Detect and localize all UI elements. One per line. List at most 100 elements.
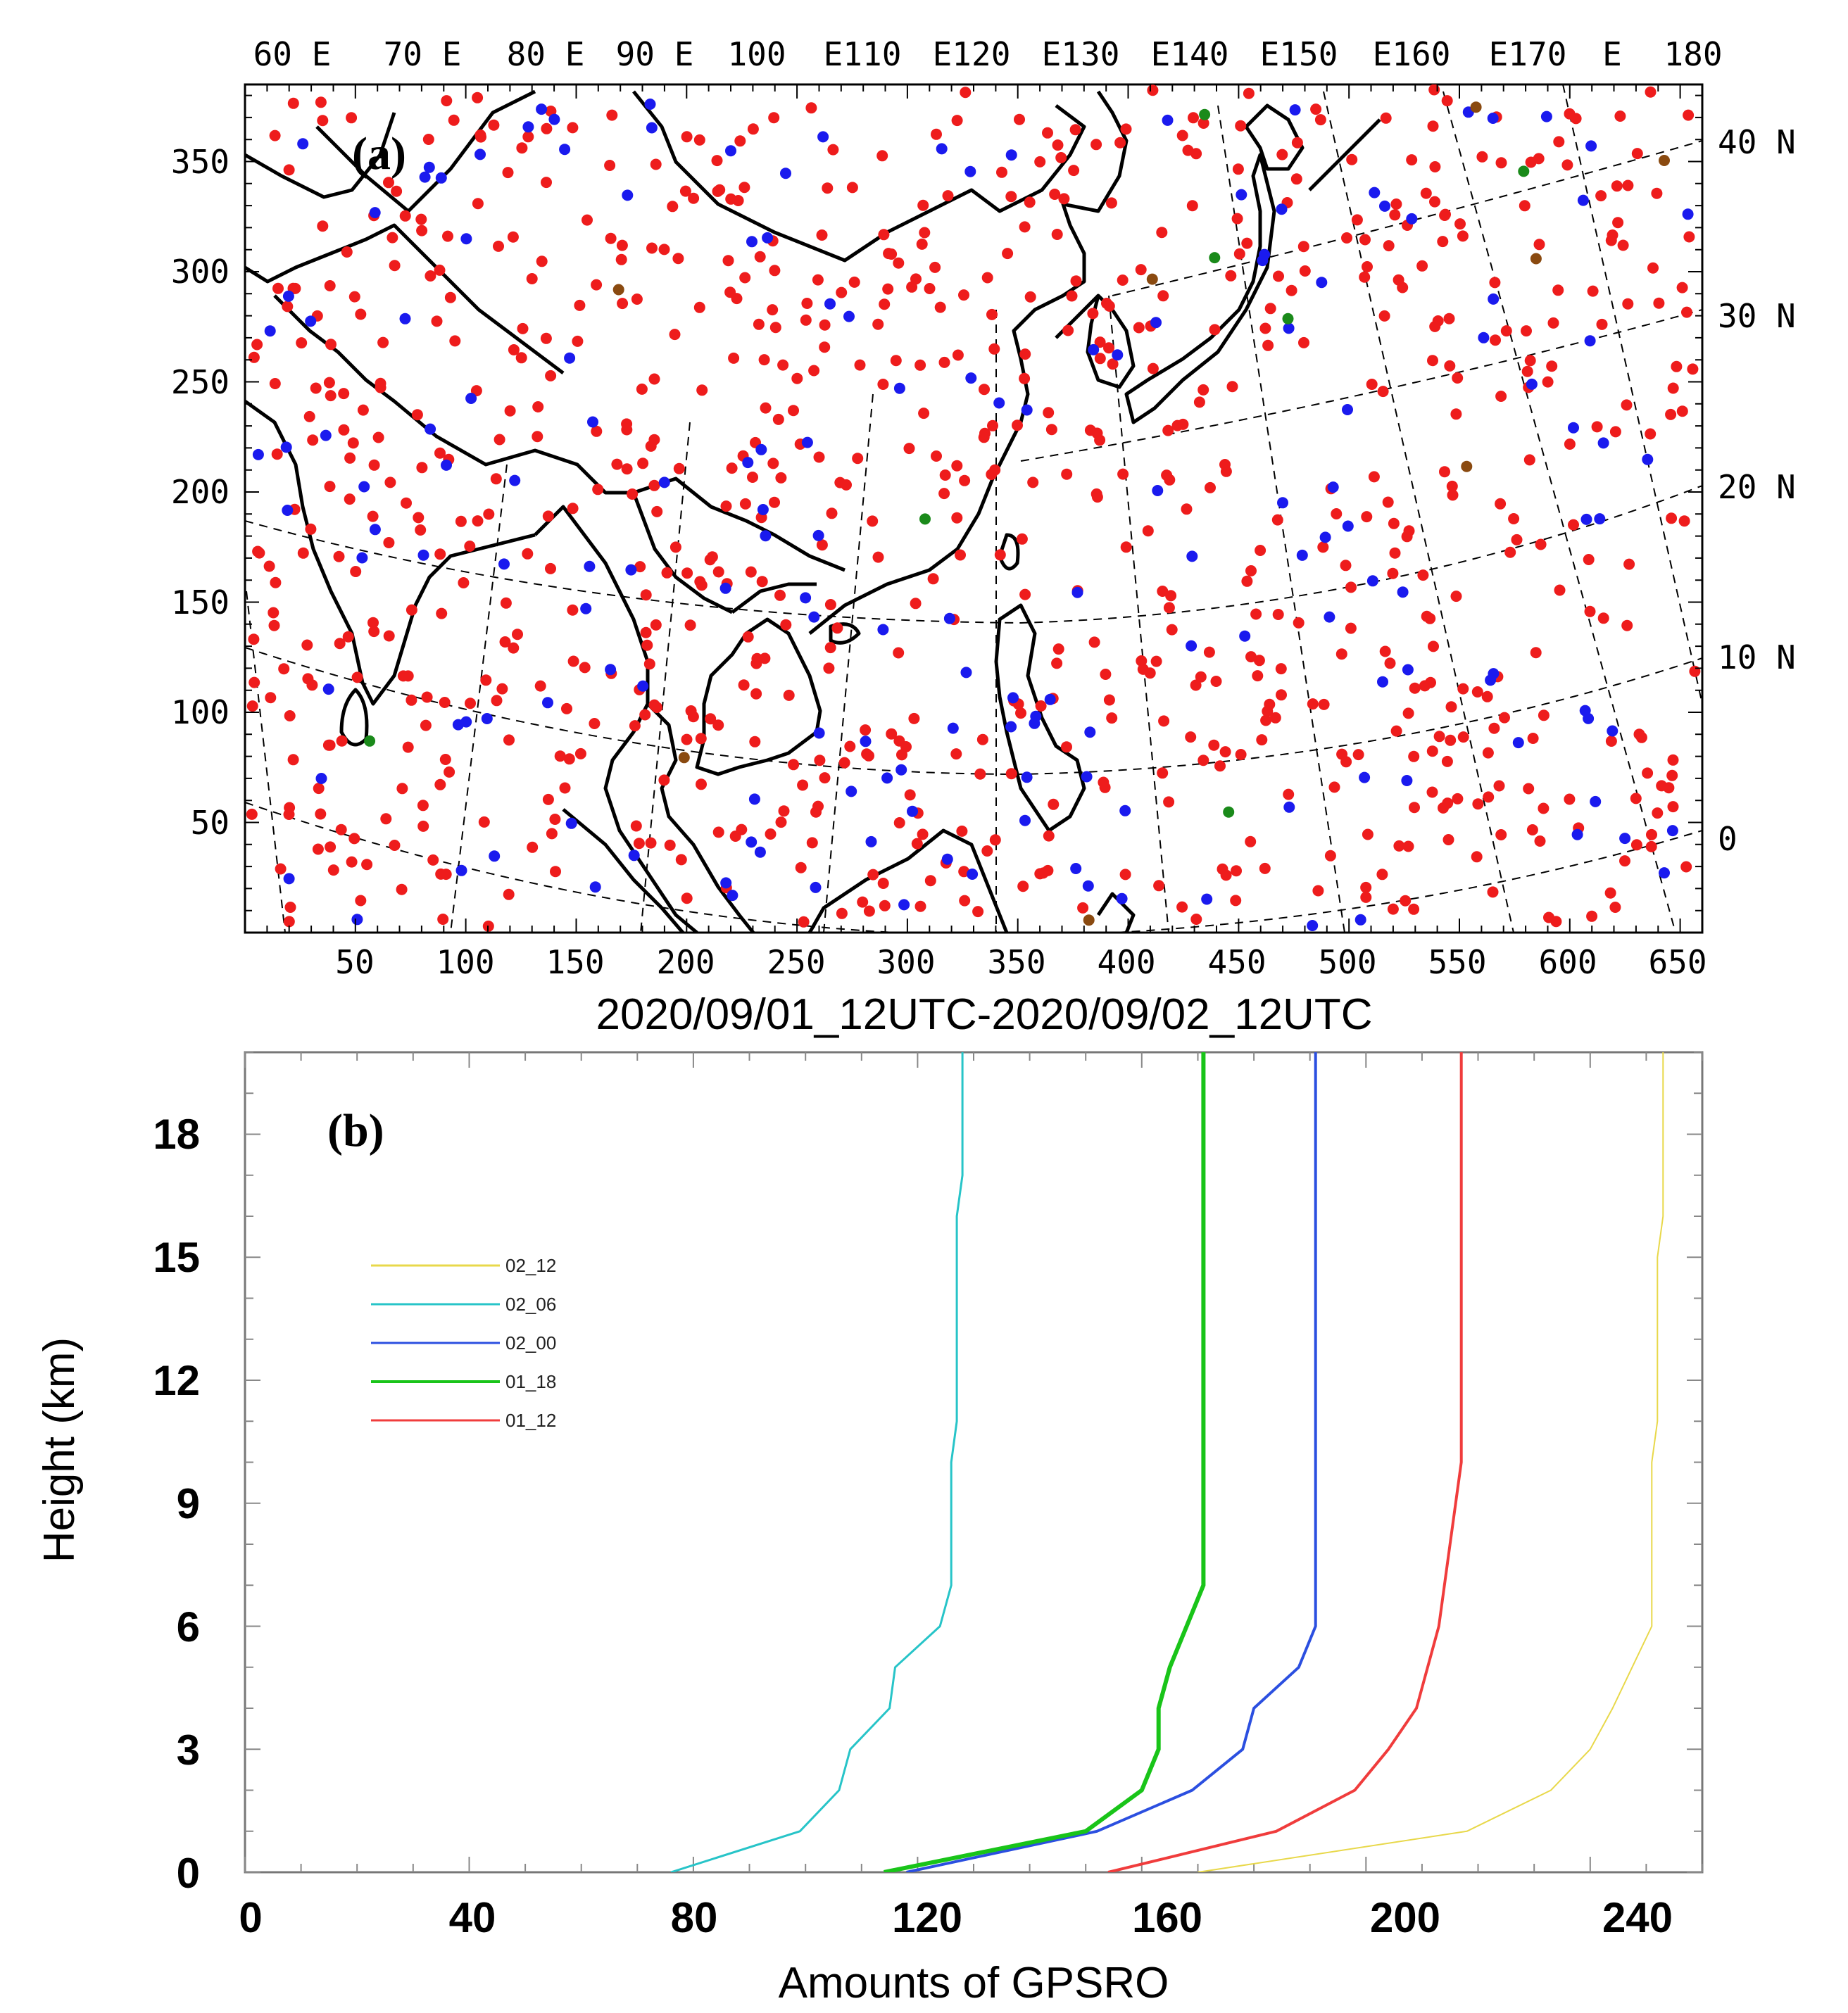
observation-dot-01_12 bbox=[493, 240, 504, 252]
observation-dot-01_12 bbox=[1534, 835, 1546, 847]
observation-dot-01_12 bbox=[810, 806, 822, 818]
observation-dot-01_12 bbox=[1181, 503, 1193, 515]
observation-dot-01_12 bbox=[738, 182, 750, 194]
legend-label: 02_12 bbox=[505, 1255, 556, 1276]
observation-dot-01_12 bbox=[650, 158, 662, 170]
observation-dot-01_12 bbox=[396, 883, 408, 895]
observation-dot-01_12 bbox=[952, 349, 964, 361]
observation-dot-01_12 bbox=[1587, 285, 1599, 297]
legend: 02_12 02_06 02_00 01_18 01_12 bbox=[371, 1255, 556, 1431]
observation-dot-01_12 bbox=[1646, 828, 1657, 840]
observation-dot-02_00 bbox=[808, 611, 820, 623]
observation-dot-01_12 bbox=[805, 102, 817, 114]
observation-dot-01_12 bbox=[1019, 372, 1031, 384]
observation-dot-01_12 bbox=[1406, 154, 1418, 166]
observation-dot-02_00 bbox=[1594, 513, 1606, 525]
observation-dot-01_12 bbox=[1663, 782, 1675, 794]
observation-dot-01_12 bbox=[648, 479, 660, 491]
observation-dot-01_12 bbox=[1243, 87, 1255, 99]
observation-dot-01_12 bbox=[1098, 776, 1110, 788]
observation-dot-01_12 bbox=[1198, 118, 1209, 129]
observation-dot-01_12 bbox=[712, 826, 724, 838]
observation-dot-01_12 bbox=[1043, 830, 1055, 842]
observation-dot-01_12 bbox=[1217, 863, 1228, 875]
observation-dot-01_12 bbox=[1051, 657, 1063, 669]
observation-dot-01_12 bbox=[1209, 324, 1221, 336]
coastline-borneo bbox=[807, 828, 1009, 933]
map-frame bbox=[244, 83, 1704, 934]
observation-dot-01_12 bbox=[1623, 558, 1635, 570]
coastline-japan bbox=[1124, 153, 1276, 424]
observation-dot-01_12 bbox=[1630, 793, 1642, 804]
observation-dot-01_12 bbox=[882, 283, 894, 295]
observation-dot-01_12 bbox=[1621, 399, 1633, 411]
observation-dot-01_12 bbox=[442, 230, 453, 242]
observation-dot-01_12 bbox=[1235, 749, 1247, 760]
observation-dot-02_00 bbox=[941, 853, 953, 865]
observation-dot-01_12 bbox=[437, 914, 449, 925]
observation-dot-02_00 bbox=[1296, 549, 1308, 561]
observation-dot-02_00 bbox=[1571, 828, 1583, 840]
observation-dot-01_12 bbox=[908, 712, 920, 724]
observation-dot-01_12 bbox=[1678, 515, 1690, 527]
x-tick-label: 50 bbox=[335, 943, 374, 981]
observation-dot-01_12 bbox=[1443, 313, 1455, 324]
observation-dot-01_12 bbox=[867, 515, 879, 527]
observation-dot-01_12 bbox=[1307, 698, 1319, 710]
profile-line-02_00 bbox=[906, 1052, 1317, 1872]
observation-dot-01_12 bbox=[1259, 862, 1271, 874]
x-tick-label: 500 bbox=[1318, 943, 1376, 981]
observation-dot-01_12 bbox=[1340, 756, 1352, 768]
observation-dot-01_12 bbox=[658, 774, 670, 786]
observation-dot-01_12 bbox=[822, 182, 834, 194]
x-tick-label: 240 bbox=[1602, 1894, 1673, 1941]
observation-dot-02_00 bbox=[580, 602, 592, 614]
observation-dot-01_12 bbox=[1597, 612, 1609, 624]
legend-label: 02_00 bbox=[505, 1332, 556, 1353]
observation-dot-01_12 bbox=[893, 647, 905, 659]
observation-dot-01_12 bbox=[287, 97, 299, 109]
observation-dot-01_12 bbox=[706, 551, 718, 563]
observation-dot-01_12 bbox=[422, 134, 434, 145]
y-tick-label: 18 bbox=[153, 1111, 200, 1158]
observation-dot-01_12 bbox=[918, 408, 930, 419]
observation-dot-02_00 bbox=[1324, 611, 1335, 623]
observation-dot-01_12 bbox=[650, 619, 662, 631]
observation-dot-01_12 bbox=[540, 332, 552, 344]
observation-dot-01_12 bbox=[431, 315, 443, 327]
observation-dot-01_12 bbox=[813, 451, 825, 463]
observation-dot-01_12 bbox=[1136, 655, 1148, 667]
profile-line-01_18 bbox=[884, 1052, 1206, 1872]
observation-dot-01_12 bbox=[488, 119, 500, 131]
observation-dot-01_12 bbox=[860, 724, 872, 736]
observation-dot-01_12 bbox=[1546, 360, 1558, 372]
observation-dot-01_12 bbox=[1416, 260, 1428, 272]
observation-dot-02_00 bbox=[893, 382, 905, 394]
observation-dot-01_12 bbox=[1382, 496, 1394, 508]
observation-dot-01_12 bbox=[1226, 381, 1238, 393]
observation-dot-01_12 bbox=[1446, 480, 1458, 492]
observation-dot-01_12 bbox=[508, 344, 520, 355]
observation-dot-01_12 bbox=[1440, 208, 1451, 220]
observation-dot-01_12 bbox=[591, 279, 603, 291]
panel-b: 02_12 02_06 02_00 01_18 01_12 0 40 80 12… bbox=[35, 1051, 1704, 2007]
observation-dot-01_12 bbox=[1087, 308, 1099, 320]
observation-dot-01_12 bbox=[960, 87, 972, 99]
observation-dot-01_12 bbox=[541, 177, 552, 189]
observation-dot-01_12 bbox=[1293, 617, 1305, 629]
observation-dot-01_12 bbox=[754, 251, 766, 263]
observation-dot-01_12 bbox=[732, 195, 744, 206]
observation-dot-01_12 bbox=[325, 339, 337, 351]
observation-dot-01_12 bbox=[750, 688, 762, 700]
observation-dot-01_12 bbox=[1144, 667, 1156, 679]
observation-dot-01_12 bbox=[778, 805, 790, 817]
observation-dot-01_12 bbox=[826, 507, 838, 519]
observation-dot-01_12 bbox=[472, 515, 484, 527]
observation-dot-01_12 bbox=[1402, 840, 1414, 852]
observation-dot-01_12 bbox=[1049, 189, 1061, 200]
observation-dot-01_12 bbox=[1157, 767, 1169, 779]
border-line bbox=[731, 582, 817, 614]
plot-frame bbox=[244, 1051, 1704, 1874]
meridian-line bbox=[1562, 84, 1702, 705]
observation-dot-01_12 bbox=[731, 293, 743, 305]
